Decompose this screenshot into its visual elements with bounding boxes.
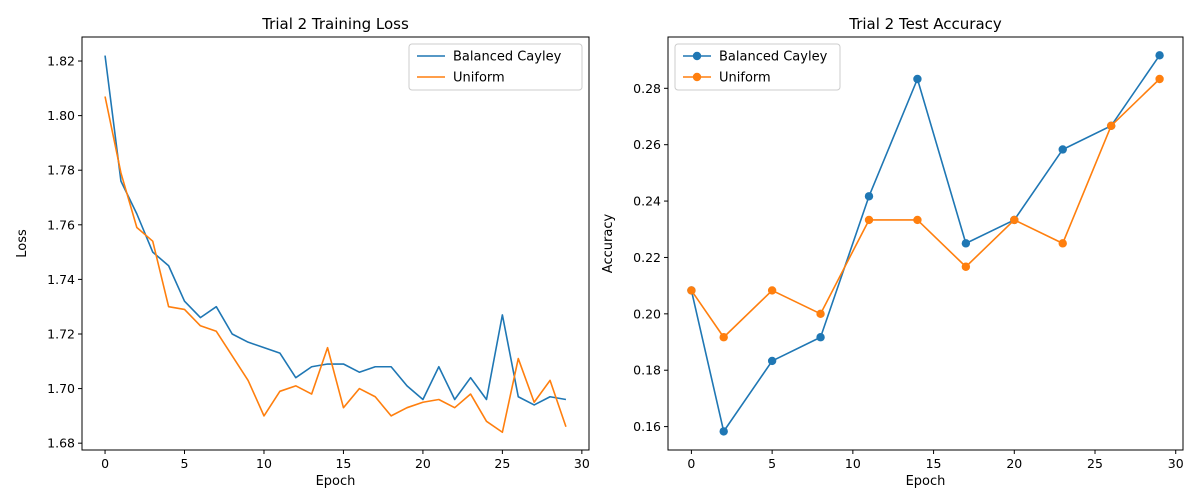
- x-axis-label: Epoch: [316, 474, 356, 489]
- legend-marker: [692, 51, 702, 61]
- series-line-uniform: [104, 96, 567, 434]
- plot-frame: [667, 36, 1184, 451]
- x-tick-label: 30: [1168, 456, 1184, 471]
- data-point-uniform: [1155, 74, 1164, 84]
- y-tick-label: 1.68: [47, 436, 75, 451]
- series-line-balanced-cayley: [104, 55, 567, 406]
- data-point-balanced-cayley: [816, 333, 825, 342]
- data-point-uniform: [864, 215, 874, 225]
- legend-box: [408, 43, 583, 91]
- data-point-balanced-cayley: [1155, 51, 1164, 60]
- x-tick-label: 0: [687, 456, 695, 471]
- x-tick-label: 5: [181, 456, 189, 471]
- legend-label: Uniform: [453, 71, 505, 86]
- data-point-uniform: [1010, 215, 1019, 225]
- x-tick-label: 15: [926, 456, 942, 471]
- x-tick-label: 5: [768, 456, 776, 471]
- legend-label: Balanced Cayley: [719, 50, 828, 65]
- training-loss-chart: Trial 2 Training Loss 0 5 10 15 20 25 30 1.68 1.7…: [15, 15, 590, 489]
- y-tick-label: 1.74: [47, 272, 75, 287]
- x-tick-label: 30: [574, 456, 590, 471]
- test-accuracy-chart: Trial 2 Test Accuracy 0 5 10 15 20 25 30 0.16 0.1…: [601, 15, 1184, 489]
- y-tick-label: 0.24: [633, 194, 661, 209]
- x-tick-label: 10: [845, 456, 861, 471]
- x-tick-label: 10: [256, 456, 272, 471]
- y-tick-label: 0.28: [633, 81, 661, 96]
- y-tick-label: 1.70: [47, 381, 75, 396]
- data-point-uniform: [767, 286, 777, 295]
- legend: Balanced Cayley Uniform: [408, 43, 583, 91]
- data-point-balanced-cayley: [767, 356, 777, 366]
- legend: Balanced Cayley Uniform: [674, 43, 841, 91]
- data-point-uniform: [816, 309, 825, 319]
- data-point-uniform: [687, 286, 696, 295]
- y-tick-label: 0.20: [633, 306, 661, 321]
- data-point-balanced-cayley: [913, 74, 922, 84]
- y-tick-label: 1.82: [47, 54, 75, 69]
- chart-title: Trial 2 Training Loss: [261, 15, 409, 33]
- series-line-uniform: [690, 78, 1161, 339]
- x-tick-label: 20: [1006, 456, 1022, 471]
- x-tick-label: 15: [335, 456, 351, 471]
- chart-title: Trial 2 Test Accuracy: [848, 15, 1002, 33]
- legend-marker: [692, 72, 702, 82]
- legend-box: [674, 43, 841, 91]
- y-tick-label: 1.76: [47, 217, 75, 232]
- data-point-balanced-cayley: [961, 239, 971, 248]
- y-tick-label: 0.26: [633, 137, 661, 152]
- y-tick-label: 0.18: [633, 363, 661, 378]
- y-axis-label: Accuracy: [601, 214, 616, 274]
- y-tick-label: 1.80: [47, 108, 75, 123]
- data-point-uniform: [719, 333, 728, 342]
- y-tick-label: 0.22: [633, 250, 661, 265]
- data-point-uniform: [913, 215, 922, 225]
- plot-frame: [81, 36, 590, 451]
- x-axis-label: Epoch: [906, 474, 946, 489]
- data-point-uniform: [1106, 121, 1116, 131]
- x-tick-label: 20: [415, 456, 431, 471]
- x-tick-label: 0: [101, 456, 109, 471]
- y-axis-label: Loss: [15, 229, 30, 258]
- data-point-uniform: [961, 262, 971, 271]
- legend-label: Balanced Cayley: [453, 50, 562, 65]
- data-point-uniform: [1058, 239, 1067, 248]
- x-tick-label: 25: [1087, 456, 1103, 471]
- series-line-balanced-cayley: [690, 54, 1161, 433]
- data-point-balanced-cayley: [1058, 145, 1067, 154]
- legend-label: Uniform: [719, 71, 771, 86]
- data-point-balanced-cayley: [864, 192, 874, 201]
- y-tick-label: 1.72: [47, 326, 75, 341]
- data-point-balanced-cayley: [719, 427, 728, 436]
- x-tick-label: 25: [494, 456, 510, 471]
- y-tick-label: 0.16: [633, 419, 661, 434]
- y-tick-label: 1.78: [47, 163, 75, 178]
